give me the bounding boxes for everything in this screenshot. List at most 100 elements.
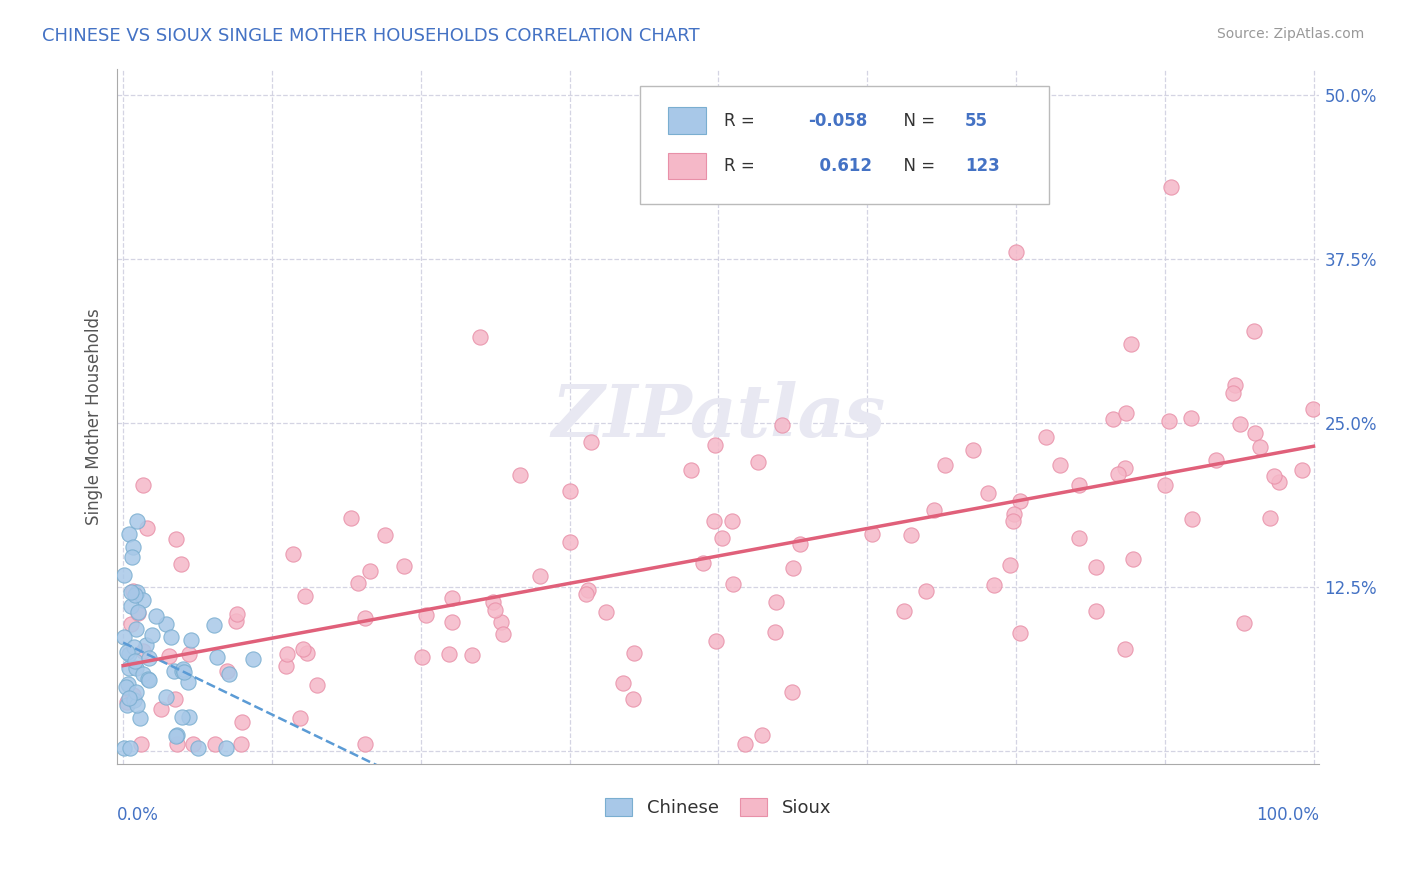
Point <box>1181 512 1204 526</box>
Point <box>1302 401 1324 416</box>
Point <box>120 617 142 632</box>
Text: CHINESE VS SIOUX SINGLE MOTHER HOUSEHOLDS CORRELATION CHART: CHINESE VS SIOUX SINGLE MOTHER HOUSEHOLD… <box>42 27 700 45</box>
Point <box>205 649 228 664</box>
Point <box>411 650 433 665</box>
Point <box>124 660 146 674</box>
Point <box>173 665 195 680</box>
Point <box>977 485 1000 500</box>
Point <box>704 438 727 452</box>
Point <box>125 685 148 699</box>
Point <box>118 661 141 675</box>
Point <box>710 532 733 546</box>
Point <box>789 537 811 551</box>
Point <box>181 737 204 751</box>
Point <box>291 642 314 657</box>
Point <box>1115 405 1137 419</box>
Point <box>180 632 202 647</box>
Point <box>509 467 531 482</box>
Point <box>692 556 714 570</box>
Point <box>117 677 139 691</box>
Text: N =: N = <box>893 112 941 129</box>
Point <box>1010 626 1032 640</box>
Point <box>218 666 240 681</box>
Point <box>765 595 787 609</box>
Point <box>623 691 645 706</box>
Text: R =: R = <box>724 157 761 175</box>
Point <box>172 662 194 676</box>
Point <box>172 710 194 724</box>
Point <box>489 615 512 629</box>
Point <box>132 666 155 681</box>
Point <box>225 614 247 628</box>
Point <box>763 625 786 640</box>
Point <box>187 741 209 756</box>
Point <box>1258 511 1281 525</box>
Point <box>125 585 148 599</box>
Point <box>305 678 328 692</box>
Point <box>492 627 515 641</box>
Point <box>118 690 141 705</box>
Point <box>121 688 143 702</box>
Point <box>165 532 187 546</box>
Point <box>121 549 143 564</box>
Point <box>124 654 146 668</box>
Point <box>141 628 163 642</box>
Point <box>983 578 1005 592</box>
Point <box>747 455 769 469</box>
Point <box>780 685 803 699</box>
Point <box>165 729 187 743</box>
Point <box>1107 467 1129 482</box>
Point <box>1001 514 1024 528</box>
Point <box>122 583 145 598</box>
Point <box>225 607 247 621</box>
Text: Source: ZipAtlas.com: Source: ZipAtlas.com <box>1216 27 1364 41</box>
Point <box>127 698 149 713</box>
Point <box>124 588 146 602</box>
Point <box>112 567 135 582</box>
Point <box>1114 642 1136 657</box>
Point <box>482 595 505 609</box>
FancyBboxPatch shape <box>640 86 1049 204</box>
Point <box>295 646 318 660</box>
Point <box>962 442 984 457</box>
Point <box>681 463 703 477</box>
Point <box>160 630 183 644</box>
Point <box>118 527 141 541</box>
Point <box>751 728 773 742</box>
Point <box>138 673 160 687</box>
Y-axis label: Single Mother Households: Single Mother Households <box>86 308 103 524</box>
Point <box>1121 337 1143 351</box>
Point <box>529 569 551 583</box>
Point <box>1154 477 1177 491</box>
Point <box>120 584 142 599</box>
Point <box>120 599 142 613</box>
Text: 100.0%: 100.0% <box>1257 805 1319 823</box>
Point <box>558 483 581 498</box>
Point <box>1205 453 1227 467</box>
Point <box>122 693 145 707</box>
Point <box>177 675 200 690</box>
Point <box>1244 426 1267 441</box>
Point <box>703 514 725 528</box>
Point <box>900 528 922 542</box>
Point <box>117 698 139 712</box>
Point <box>170 557 193 571</box>
Point <box>915 584 938 599</box>
Point <box>612 676 634 690</box>
Point <box>623 646 645 660</box>
Point <box>359 565 381 579</box>
Point <box>1069 478 1091 492</box>
Point <box>484 603 506 617</box>
Point <box>1291 463 1313 477</box>
Point <box>440 591 463 605</box>
Point <box>1122 552 1144 566</box>
Legend: Chinese, Sioux: Chinese, Sioux <box>598 790 838 824</box>
Point <box>288 711 311 725</box>
Point <box>1069 531 1091 545</box>
Point <box>283 547 305 561</box>
Point <box>114 680 136 694</box>
Text: ZIPatlas: ZIPatlas <box>551 381 886 451</box>
Point <box>1232 616 1254 631</box>
Point <box>128 711 150 725</box>
Bar <box>668 107 706 134</box>
